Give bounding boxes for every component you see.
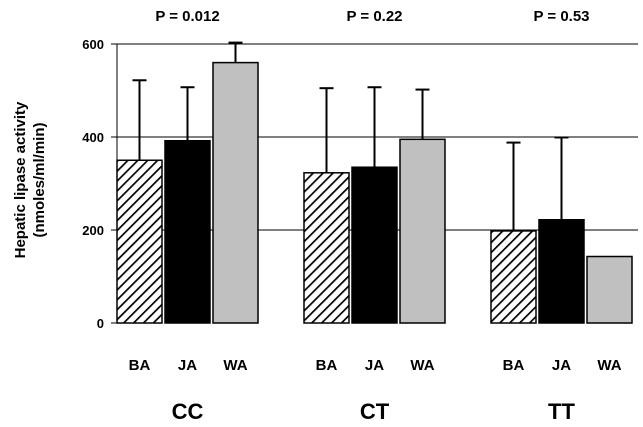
y-tick-label: 0 [97,316,104,331]
x-category-label: WA [223,357,247,374]
x-category-label: JA [365,357,384,374]
x-category-label: BA [503,357,525,374]
bar-ct-ja [351,166,398,324]
p-value-label: P = 0.22 [346,8,402,25]
bar-cc-wa [212,61,259,324]
bar-ct-ba [303,172,350,324]
y-tick-label: 600 [82,37,104,52]
genotype-group-label: TT [548,399,575,424]
y-tick-label: 400 [82,130,104,145]
x-category-label: BA [129,357,151,374]
y-tick-label: 200 [82,223,104,238]
y-axis-label-line2: (nmoles/ml/min) [31,122,48,237]
genotype-group-label: CT [360,399,390,424]
y-axis: 0 200 400 600 [82,37,118,331]
bar-tt-ja [538,219,585,324]
bar-cc-ja [164,139,211,324]
genotype-group-label: CC [172,399,204,424]
bars [116,41,633,324]
bar-ct-wa [399,138,446,324]
x-category-label: WA [410,357,434,374]
y-axis-label-line1: Hepatic lipase activity [12,101,29,258]
bar-tt-wa [586,255,633,324]
bar-cc-ba [116,159,163,324]
labels: BA JA WA P = 0.012 CC BA JA WA P = 0.22 CT BA JA WA P… [129,8,622,424]
x-category-label: JA [178,357,197,374]
bar-tt-ba [490,230,537,324]
x-category-label: JA [552,357,571,374]
p-value-label: P = 0.012 [155,8,219,25]
x-category-label: BA [316,357,338,374]
p-value-label: P = 0.53 [533,8,589,25]
x-category-label: WA [597,357,621,374]
